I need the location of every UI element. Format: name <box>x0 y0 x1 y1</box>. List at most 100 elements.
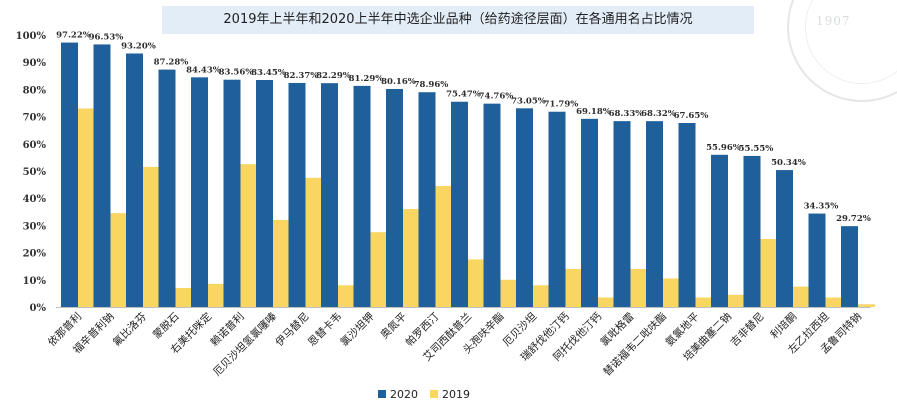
data-label-2020: 50.34% <box>771 158 806 168</box>
y-axis: 0% 10% 20% 30% 40% 50% 60% 70% 80% 90% 100% <box>16 31 47 314</box>
bar-2020 <box>581 118 598 307</box>
bar-2020 <box>451 101 468 307</box>
data-label-2020: 69.18% <box>576 107 611 117</box>
bar-2020 <box>288 82 306 307</box>
watermark-year: 1907 <box>816 14 851 28</box>
value-labels: 97.22%96.53%93.20% 87.28%84.43%83.56%83.4… <box>56 31 871 225</box>
data-label-2020: 80.16% <box>381 77 416 87</box>
bar-2020 <box>353 85 371 307</box>
data-label-2020: 96.53% <box>89 32 124 42</box>
data-label-2020: 82.37% <box>284 71 319 81</box>
bar-2020 <box>223 79 241 307</box>
bar-2019 <box>825 297 843 307</box>
x-tick-label: 氟比洛芬 <box>110 310 149 349</box>
bar-2019 <box>533 285 550 307</box>
bar-2019 <box>143 166 160 307</box>
y-tick-label: 0% <box>30 303 47 314</box>
data-label-2020: 67.65% <box>674 111 709 121</box>
bar-2019 <box>858 304 875 307</box>
bar-2019 <box>305 177 323 307</box>
x-tick-label: 氯沙坦钾 <box>338 310 377 349</box>
chart-title: 2019年上半年和2020上半年中选企业品种（给药途径层面）在各通用名占比情况 <box>223 12 693 27</box>
data-label-2020: 87.28% <box>154 58 189 68</box>
data-label-2020: 83.56% <box>219 68 254 78</box>
y-tick-label: 20% <box>23 249 47 260</box>
y-tick-label: 80% <box>23 85 47 96</box>
data-label-2020: 81.29% <box>349 74 384 84</box>
bar-2020 <box>841 226 858 307</box>
data-label-2020: 78.96% <box>414 80 449 90</box>
legend: 2020 2019 <box>378 388 470 401</box>
data-label-2020: 29.72% <box>836 214 871 224</box>
data-label-2020: 75.47% <box>446 90 481 100</box>
bar-2019 <box>370 232 388 307</box>
bar-2020 <box>93 44 111 307</box>
x-tick-label: 利培酮 <box>768 310 799 341</box>
x-tick-label: 恩替卡韦 <box>305 310 344 349</box>
data-label-2020: 73.05% <box>511 96 546 106</box>
bar-2020 <box>61 42 78 308</box>
title-band <box>162 6 754 34</box>
bar-2020 <box>256 80 273 308</box>
y-tick-label: 10% <box>23 276 47 287</box>
bar-2019 <box>630 268 648 307</box>
bar-2020 <box>646 121 663 307</box>
legend-label: 2020 <box>390 388 418 401</box>
bar-2019 <box>663 278 680 307</box>
data-label-2020: 68.33% <box>609 109 644 119</box>
bar-2020 <box>613 121 631 308</box>
bar-2020 <box>321 83 338 307</box>
bar-2020 <box>548 111 566 307</box>
bar-2019 <box>338 285 355 307</box>
bar-2019 <box>240 164 258 307</box>
x-tick-label: 蒙脱石 <box>150 310 181 341</box>
y-tick-label: 60% <box>23 140 47 151</box>
data-label-2020: 93.20% <box>121 41 156 51</box>
bar-2020 <box>191 77 208 307</box>
bar-2019 <box>565 268 583 307</box>
bar-2019 <box>728 294 745 307</box>
bar-2019 <box>500 279 518 307</box>
bar-2019 <box>208 283 225 307</box>
bar-2019 <box>78 108 95 307</box>
bar-2020 <box>126 53 143 307</box>
bar-2019 <box>273 219 290 307</box>
y-tick-label: 90% <box>23 58 47 69</box>
bar-2019 <box>598 297 615 307</box>
data-label-2020: 82.29% <box>316 71 351 81</box>
y-tick-label: 30% <box>23 221 47 232</box>
bar-2019 <box>760 239 778 307</box>
data-label-2020: 55.55% <box>739 144 774 154</box>
bar-2020 <box>158 69 176 308</box>
data-label-2020: 55.96% <box>706 143 741 153</box>
data-label-2020: 84.43% <box>186 65 221 75</box>
bar-2020 <box>483 103 501 307</box>
data-label-2020: 74.76% <box>479 92 514 102</box>
legend-swatch <box>430 390 438 398</box>
bar-2020 <box>776 170 793 307</box>
bar-2020 <box>711 154 728 307</box>
bar-2020 <box>743 155 761 307</box>
data-label-2020: 71.79% <box>544 100 579 110</box>
data-label-2020: 34.35% <box>804 202 839 212</box>
bar-2020 <box>418 92 436 308</box>
bar-2020 <box>386 88 403 307</box>
bar-2019 <box>793 286 810 307</box>
legend-swatch <box>378 390 386 398</box>
bar-2019 <box>110 213 128 307</box>
x-tick-label: 奥氮平 <box>378 310 409 341</box>
data-label-2020: 83.45% <box>251 68 286 78</box>
y-tick-label: 40% <box>23 194 47 205</box>
bar-2019 <box>468 259 485 307</box>
data-label-2020: 97.22% <box>56 31 91 41</box>
bar-2019 <box>403 209 420 307</box>
bar-2020 <box>678 122 696 307</box>
legend-label: 2019 <box>442 388 470 401</box>
y-tick-label: 70% <box>23 113 47 124</box>
bar-2019 <box>695 297 713 307</box>
bar-2019 <box>175 287 193 307</box>
y-tick-label: 100% <box>16 31 47 42</box>
bars <box>61 42 875 308</box>
